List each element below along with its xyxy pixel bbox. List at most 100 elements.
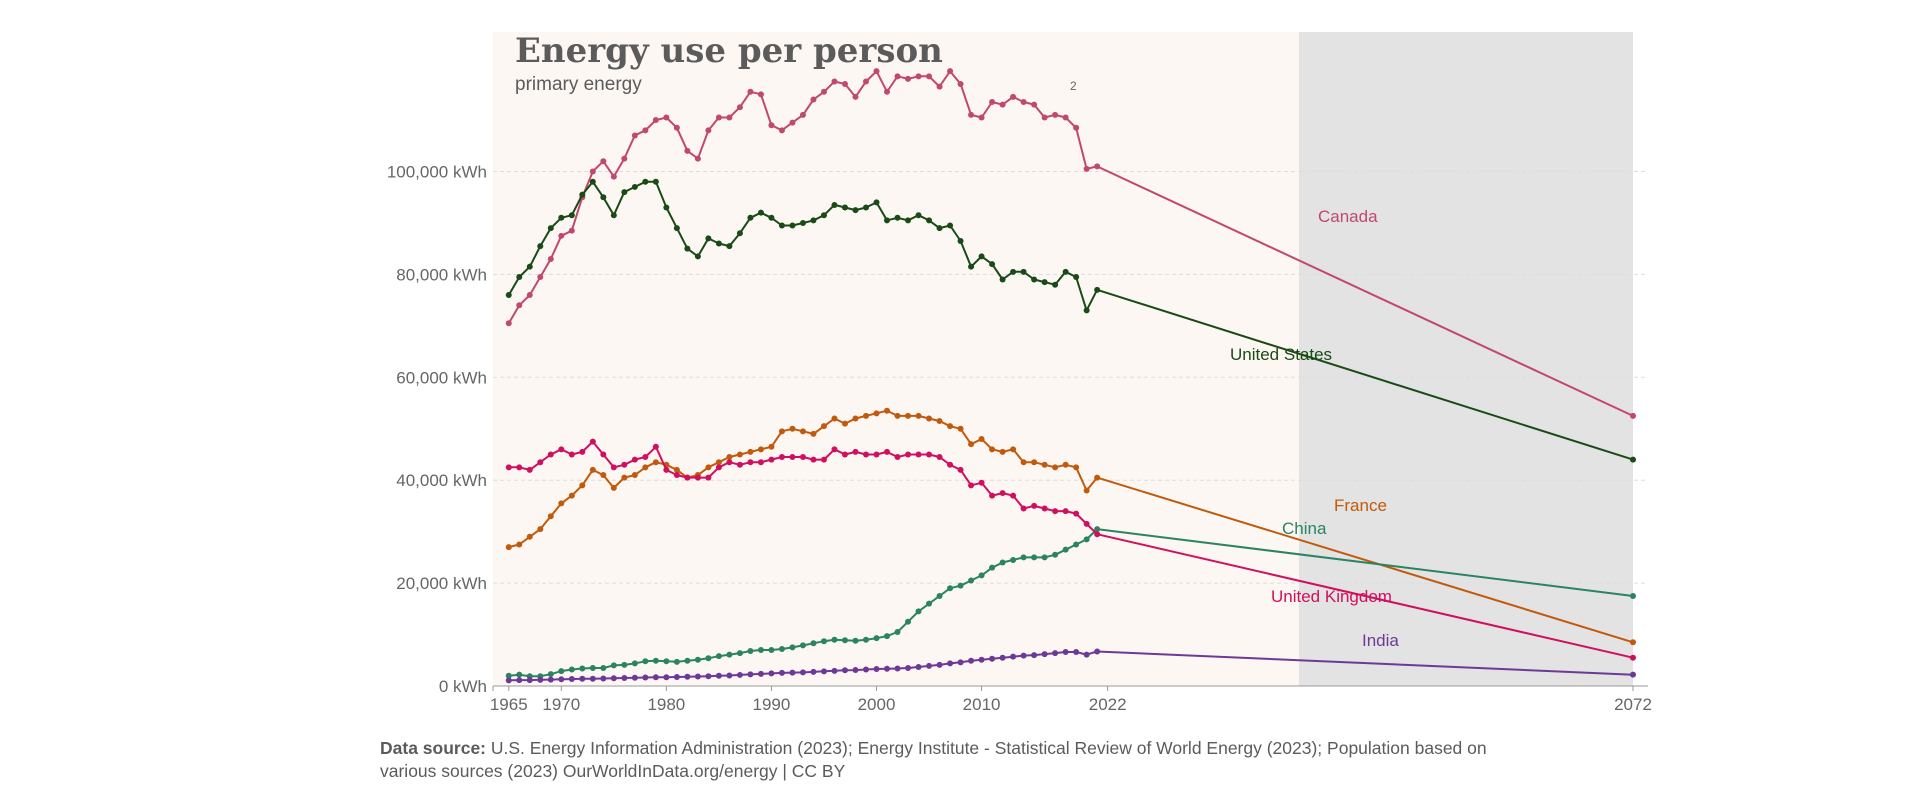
- data-point: [831, 667, 838, 674]
- data-point: [537, 273, 544, 280]
- data-point: [841, 420, 848, 427]
- data-point: [999, 490, 1006, 497]
- data-point: [852, 415, 859, 422]
- data-point: [652, 674, 659, 681]
- data-point: [915, 412, 922, 419]
- data-point: [568, 451, 575, 458]
- axes: 0 kWh 20,000 kWh 40,000 kWh 60,000 kWh 80,00…: [387, 163, 1652, 714]
- data-point: [905, 75, 912, 82]
- series-line: [507, 70, 1634, 417]
- data-point: [516, 541, 523, 548]
- series-label: Canada: [1318, 207, 1378, 226]
- data-point: [884, 633, 891, 640]
- data-point: [894, 454, 901, 461]
- data-point: [610, 464, 617, 471]
- data-point: [820, 212, 827, 219]
- data-point: [610, 212, 617, 219]
- data-point: [789, 644, 796, 651]
- data-point: [1010, 268, 1017, 275]
- data-point: [1020, 652, 1027, 659]
- y-tick-label: 60,000 kWh: [396, 368, 487, 387]
- data-point: [621, 461, 628, 468]
- data-point: [1041, 505, 1048, 512]
- chart-title: Energy use per person: [515, 31, 943, 71]
- data-point: [873, 68, 880, 75]
- data-point: [1073, 649, 1080, 656]
- data-point: [831, 201, 838, 208]
- data-point: [894, 214, 901, 221]
- data-point: [862, 451, 869, 458]
- data-point: [957, 81, 964, 88]
- data-point: [915, 212, 922, 219]
- data-point: [1041, 279, 1048, 286]
- data-point: [884, 88, 891, 95]
- y-tick-label: 0 kWh: [439, 677, 487, 696]
- source-text: U.S. Energy Information Administration (…: [380, 738, 1487, 781]
- data-point: [736, 461, 743, 468]
- data-point: [1041, 114, 1048, 121]
- data-point: [1062, 268, 1069, 275]
- series-china: China: [505, 519, 1636, 680]
- data-point: [905, 412, 912, 419]
- series-france: France: [505, 407, 1636, 646]
- data-point: [673, 466, 680, 473]
- data-point: [1031, 276, 1038, 283]
- data-point: [526, 677, 533, 684]
- data-point: [757, 209, 764, 216]
- data-point: [1073, 124, 1080, 131]
- source-label: Data source:: [380, 738, 487, 758]
- data-point: [1083, 536, 1090, 543]
- data-point: [547, 255, 554, 262]
- data-point: [768, 456, 775, 463]
- data-point: [789, 119, 796, 126]
- data-point: [978, 479, 985, 486]
- data-point: [915, 663, 922, 670]
- data-point: [989, 655, 996, 662]
- data-point: [810, 640, 817, 647]
- data-point: [705, 235, 712, 242]
- data-point: [1052, 464, 1059, 471]
- data-point: [1062, 649, 1069, 656]
- data-point: [547, 676, 554, 683]
- data-point: [631, 660, 638, 667]
- series-layer: Canada United States France China United Kin…: [505, 68, 1636, 684]
- data-point: [516, 677, 523, 684]
- data-point: [1062, 461, 1069, 468]
- data-point: [1052, 281, 1059, 288]
- data-point: [558, 214, 565, 221]
- data-point: [768, 646, 775, 653]
- data-point: [789, 669, 796, 676]
- data-point: [663, 466, 670, 473]
- data-point: [757, 459, 764, 466]
- data-point: [1094, 474, 1101, 481]
- data-point: [757, 670, 764, 677]
- data-point: [936, 454, 943, 461]
- data-point: [589, 178, 596, 185]
- data-point: [820, 668, 827, 675]
- data-point: [726, 454, 733, 461]
- data-point: [1031, 101, 1038, 108]
- data-point: [705, 474, 712, 481]
- data-point: [1073, 510, 1080, 517]
- data-point: [978, 572, 985, 579]
- series-line: [508, 409, 1634, 644]
- data-point: [652, 459, 659, 466]
- y-tick-label: 40,000 kWh: [396, 471, 487, 490]
- data-point: [516, 302, 523, 309]
- data-point: [1020, 459, 1027, 466]
- data-point: [568, 676, 575, 683]
- data-point: [1094, 526, 1101, 533]
- data-point: [873, 199, 880, 206]
- data-point: [768, 122, 775, 129]
- data-point: [589, 675, 596, 682]
- data-point: [579, 191, 586, 198]
- data-point: [947, 222, 954, 229]
- data-point: [1020, 99, 1027, 106]
- series-line: [507, 180, 1634, 461]
- data-point: [537, 459, 544, 466]
- data-point: [600, 675, 607, 682]
- data-point: [968, 577, 975, 584]
- series-united-kingdom: United Kingdom: [505, 438, 1636, 661]
- data-point: [673, 472, 680, 479]
